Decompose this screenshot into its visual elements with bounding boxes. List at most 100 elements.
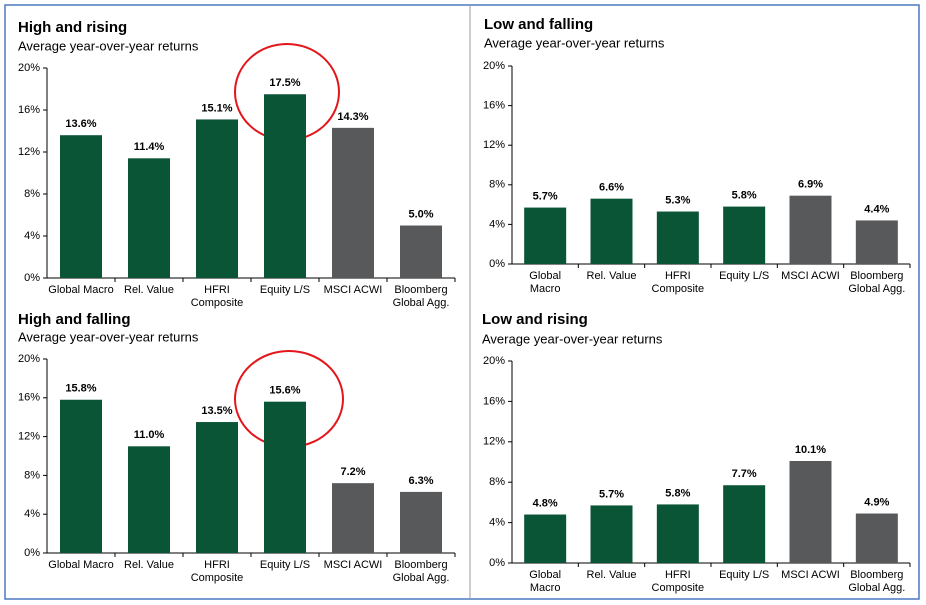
x-tick-label: Equity L/S: [259, 559, 311, 571]
bar: [656, 211, 699, 264]
value-label: 4.8%: [533, 497, 558, 509]
bar: [332, 127, 374, 278]
x-tick-label: HFRI Composite: [190, 559, 244, 584]
y-tick-label: 16%: [18, 392, 40, 404]
x-tick-label: Rel. Value: [124, 284, 174, 296]
chart-title: High and rising: [18, 19, 127, 36]
value-label: 13.6%: [65, 118, 96, 130]
x-tick-label: Global Macro: [529, 569, 562, 594]
y-tick-label: 12%: [483, 436, 505, 448]
y-tick-label: 16%: [483, 100, 505, 112]
bar: [789, 460, 832, 563]
y-tick-label: 4%: [24, 230, 40, 242]
bar: [723, 485, 766, 563]
bar: [789, 195, 832, 264]
value-label: 15.8%: [65, 383, 96, 395]
value-label: 13.5%: [201, 405, 232, 417]
bar: [128, 158, 170, 278]
y-tick-label: 0%: [489, 557, 505, 569]
y-tick-label: 4%: [24, 508, 40, 520]
bar: [60, 399, 102, 553]
value-label: 6.6%: [599, 182, 624, 194]
bar: [590, 505, 633, 563]
value-label: 15.1%: [201, 102, 232, 114]
value-label: 5.7%: [533, 190, 558, 202]
x-tick-label: Bloomberg Global Agg.: [392, 284, 450, 309]
x-tick-label: HFRI Composite: [651, 270, 705, 295]
y-tick-label: 16%: [18, 104, 40, 116]
value-label: 5.0%: [408, 208, 433, 220]
y-tick-label: 20%: [483, 355, 505, 367]
x-tick-label: MSCI ACWI: [781, 569, 840, 581]
value-label: 7.7%: [732, 468, 757, 480]
y-tick-label: 8%: [24, 188, 40, 200]
chart-subtitle: Average year-over-year returns: [484, 35, 665, 50]
bar: [264, 401, 306, 553]
x-tick-label: HFRI Composite: [190, 284, 244, 309]
y-tick-label: 0%: [489, 258, 505, 270]
value-label: 7.2%: [340, 466, 365, 478]
bar: [332, 483, 374, 553]
y-tick-label: 12%: [18, 146, 40, 158]
bar: [400, 491, 442, 553]
x-tick-label: Bloomberg Global Agg.: [848, 569, 906, 594]
y-tick-label: 8%: [489, 476, 505, 488]
bar: [264, 94, 306, 278]
y-tick-label: 12%: [18, 431, 40, 443]
value-label: 5.8%: [732, 189, 757, 201]
x-tick-label: Global Macro: [48, 284, 114, 296]
value-label: 4.4%: [864, 203, 889, 215]
value-label: 4.9%: [864, 496, 889, 508]
bar: [524, 514, 567, 563]
y-tick-label: 20%: [483, 60, 505, 72]
x-tick-label: HFRI Composite: [651, 569, 705, 594]
chart-subtitle: Average year-over-year returns: [18, 329, 199, 344]
x-tick-label: MSCI ACWI: [323, 284, 383, 296]
x-tick-label: Rel. Value: [124, 559, 174, 571]
y-tick-label: 0%: [24, 272, 40, 284]
bar: [400, 225, 442, 278]
value-label: 5.8%: [665, 487, 690, 499]
bar: [60, 135, 102, 278]
value-label: 5.3%: [665, 194, 690, 206]
value-label: 11.4%: [134, 141, 165, 153]
bar: [196, 422, 238, 553]
x-tick-label: Bloomberg Global Agg.: [848, 270, 906, 295]
bar: [196, 119, 238, 278]
chart-subtitle: Average year-over-year returns: [18, 38, 199, 53]
chart-title: Low and falling: [484, 16, 593, 33]
bar: [128, 446, 170, 553]
value-label: 5.7%: [599, 488, 624, 500]
value-label: 15.6%: [269, 385, 300, 397]
value-label: 6.3%: [408, 475, 433, 487]
x-tick-label: Equity L/S: [259, 284, 311, 296]
bar: [590, 198, 633, 264]
y-tick-label: 4%: [489, 517, 505, 529]
x-tick-label: MSCI ACWI: [323, 559, 383, 571]
x-tick-label: Bloomberg Global Agg.: [392, 559, 450, 584]
y-tick-label: 0%: [24, 547, 40, 559]
y-tick-label: 16%: [483, 395, 505, 407]
value-label: 10.1%: [795, 444, 826, 456]
value-label: 14.3%: [337, 111, 368, 123]
x-tick-label: Global Macro: [529, 270, 562, 295]
x-tick-label: Equity L/S: [719, 569, 770, 581]
y-tick-label: 12%: [483, 139, 505, 151]
x-tick-label: Equity L/S: [719, 270, 770, 282]
bar: [656, 504, 699, 563]
bar: [723, 206, 766, 264]
chart-title: Low and rising: [482, 311, 588, 328]
value-label: 17.5%: [269, 77, 300, 89]
chart-subtitle: Average year-over-year returns: [482, 331, 663, 346]
x-tick-label: MSCI ACWI: [781, 270, 840, 282]
x-tick-label: Global Macro: [48, 559, 114, 571]
y-tick-label: 4%: [489, 218, 505, 230]
bar: [855, 513, 898, 563]
x-tick-label: Rel. Value: [586, 569, 637, 581]
value-label: 11.0%: [134, 429, 165, 441]
value-label: 6.9%: [798, 179, 823, 191]
chart-title: High and falling: [18, 311, 131, 328]
y-tick-label: 8%: [489, 179, 505, 191]
